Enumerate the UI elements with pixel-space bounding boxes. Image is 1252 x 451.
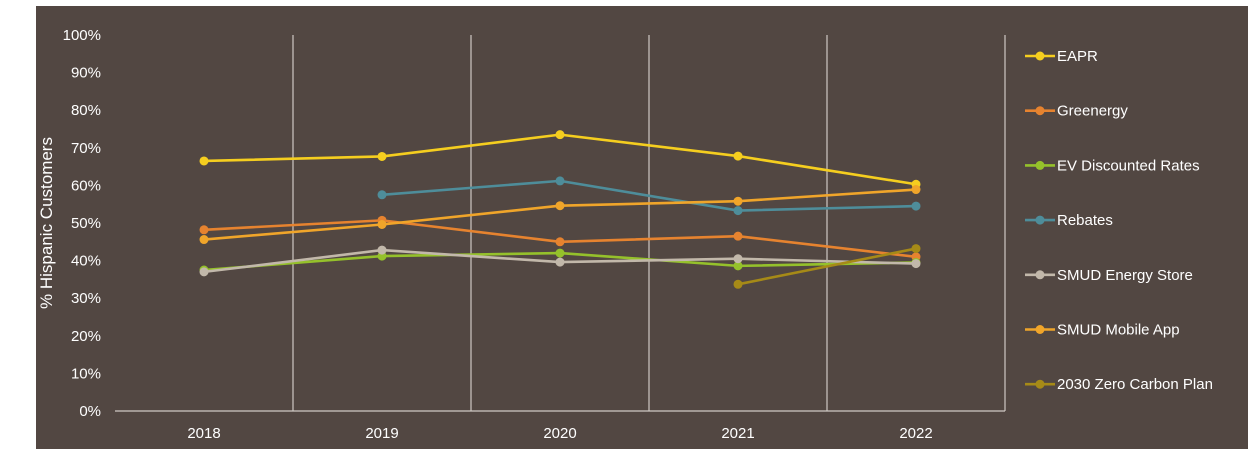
series-smud-mobile-app: [199, 185, 921, 245]
x-tick-label: 2020: [543, 425, 576, 442]
data-point: [733, 206, 743, 216]
legend-label: EAPR: [1057, 48, 1098, 65]
legend-label: Greenergy: [1057, 103, 1128, 120]
series-eapr: [199, 130, 921, 189]
data-point: [555, 130, 565, 140]
legend-item: Greenergy: [1025, 103, 1128, 120]
data-point: [199, 235, 209, 245]
series-line: [203, 188, 917, 241]
data-point: [733, 254, 743, 264]
legend-item: 2030 Zero Carbon Plan: [1025, 376, 1213, 393]
data-point: [377, 190, 387, 200]
y-tick-label: 20%: [71, 328, 101, 345]
y-tick-label: 60%: [71, 177, 101, 194]
series-smud-energy-store: [199, 245, 921, 277]
legend-label: Rebates: [1057, 212, 1113, 229]
data-point: [733, 279, 743, 289]
data-point: [555, 237, 565, 247]
legend-label: SMUD Mobile App: [1057, 322, 1180, 339]
legend-item: EV Discounted Rates: [1025, 157, 1200, 174]
series-2030-zero-carbon-plan: [733, 244, 921, 289]
series-greenergy: [199, 215, 921, 262]
legend-item: SMUD Energy Store: [1025, 267, 1193, 284]
data-point: [911, 185, 921, 195]
legend-marker: [1035, 270, 1045, 280]
data-point: [555, 176, 565, 186]
gridlines: [115, 35, 1006, 412]
data-point: [911, 201, 921, 211]
y-tick-label: 80%: [71, 102, 101, 119]
data-point: [555, 248, 565, 258]
x-tick-label: 2018: [187, 425, 220, 442]
data-point: [199, 267, 209, 277]
data-point: [733, 231, 743, 241]
data-point: [555, 257, 565, 267]
data-point: [733, 261, 743, 271]
legend-item: EAPR: [1025, 48, 1098, 65]
data-point: [377, 151, 387, 161]
data-point: [377, 220, 387, 230]
legend-label: EV Discounted Rates: [1057, 157, 1200, 174]
legend-label: SMUD Energy Store: [1057, 267, 1193, 284]
y-axis-ticks: 0% 10% 20% 30% 40% 50% 60% 70% 80% 90% 100%: [63, 27, 101, 420]
legend-label: 2030 Zero Carbon Plan: [1057, 376, 1213, 393]
x-tick-label: 2021: [721, 425, 754, 442]
y-tick-label: 40%: [71, 253, 101, 270]
y-tick-label: 10%: [71, 365, 101, 382]
y-tick-label: 90%: [71, 65, 101, 82]
data-point: [199, 225, 209, 235]
legend-marker: [1035, 51, 1045, 61]
data-point: [911, 244, 921, 254]
legend: EAPR Greenergy EV Discounted Rates Rebates S…: [1025, 48, 1213, 393]
legend-marker: [1035, 325, 1045, 334]
x-axis-ticks: 2018 2019 2020 2021 2022: [187, 425, 932, 442]
data-point: [911, 259, 921, 269]
y-tick-label: 100%: [63, 27, 101, 44]
legend-item: SMUD Mobile App: [1025, 322, 1180, 339]
y-tick-label: 0%: [79, 403, 101, 420]
data-point: [377, 245, 387, 255]
legend-marker: [1035, 106, 1045, 116]
data-point: [733, 196, 743, 206]
data-point: [733, 151, 743, 161]
legend-item: Rebates: [1025, 212, 1113, 229]
data-point: [555, 201, 565, 211]
series-lines: [199, 130, 921, 289]
y-axis-label: % Hispanic Customers: [37, 137, 56, 309]
series-line: [381, 179, 917, 212]
legend-marker: [1035, 215, 1045, 225]
x-tick-label: 2022: [899, 425, 932, 442]
x-tick-label: 2019: [365, 425, 398, 442]
y-tick-label: 50%: [71, 215, 101, 232]
series-rebates: [377, 176, 921, 216]
series-line: [737, 247, 917, 286]
legend-marker: [1035, 160, 1045, 170]
legend-marker: [1035, 379, 1045, 389]
data-point: [199, 156, 209, 166]
y-tick-label: 30%: [71, 290, 101, 307]
y-tick-label: 70%: [71, 140, 101, 157]
